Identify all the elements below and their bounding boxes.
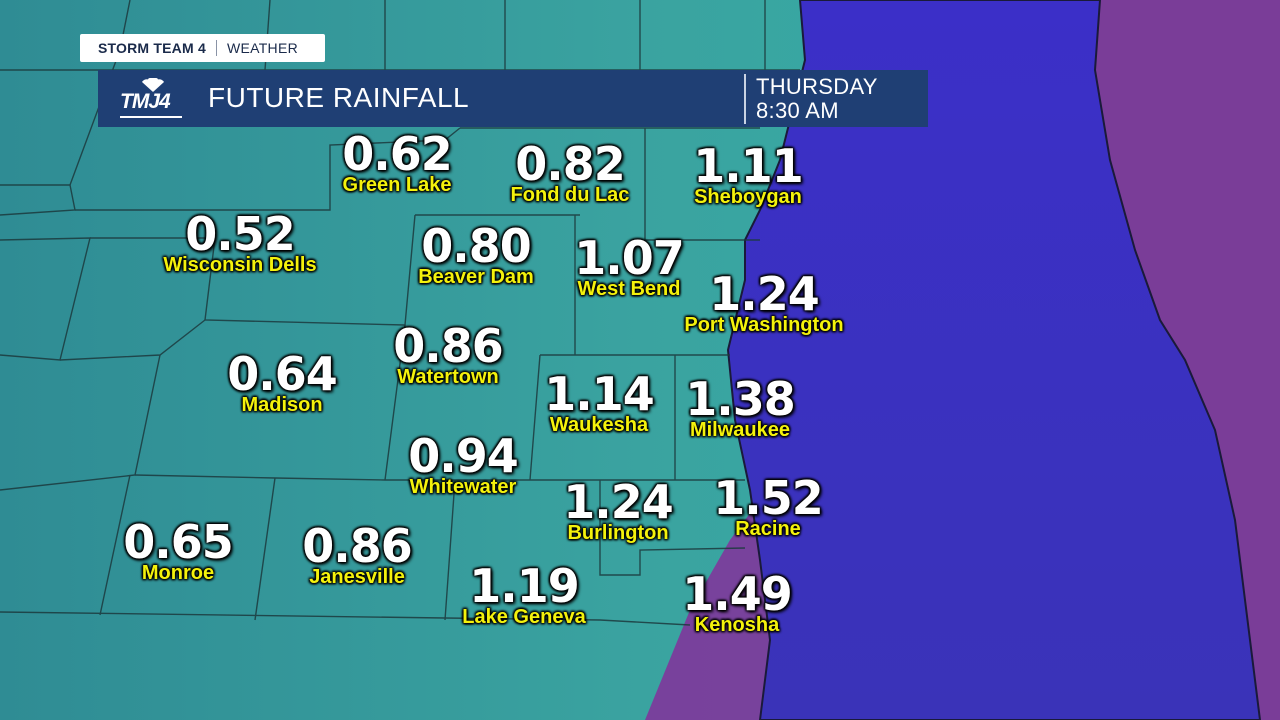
rainfall-value: 0.86 [302, 519, 412, 573]
city-marker: 1.14 Waukesha [544, 370, 654, 435]
city-marker: 1.24 Burlington [563, 478, 673, 543]
city-marker: 1.24 Port Washington [684, 270, 843, 335]
city-marker: 0.65 Monroe [123, 518, 233, 583]
city-name: Milwaukee [689, 419, 791, 441]
city-name: Kenosha [694, 614, 780, 636]
city-marker: 1.52 Racine [713, 474, 823, 539]
city-name: Watertown [397, 366, 499, 388]
city-marker: 0.62 Green Lake [342, 130, 452, 195]
rainfall-value: 1.24 [709, 267, 820, 321]
rainfall-value: 1.24 [563, 475, 673, 529]
rainfall-value: 0.82 [515, 137, 625, 191]
city-name: Janesville [309, 566, 405, 588]
city-marker: 1.19 Lake Geneva [462, 562, 585, 627]
city-marker: 0.52 Wisconsin Dells [163, 210, 316, 275]
city-marker: 1.07 West Bend [574, 234, 684, 299]
city-name: Green Lake [342, 174, 452, 196]
rainfall-value: 0.65 [123, 515, 233, 569]
rainfall-value: 0.80 [421, 219, 531, 273]
rainfall-value: 1.19 [469, 559, 580, 613]
page-title: FUTURE RAINFALL [208, 82, 470, 113]
city-marker: 0.82 Fond du Lac [511, 140, 630, 205]
tmj4-logo: TMJ4 [120, 78, 190, 122]
rainfall-value: 1.11 [693, 139, 803, 193]
city-marker: 0.64 Madison [227, 350, 337, 415]
city-name: Wisconsin Dells [163, 254, 317, 276]
rainfall-value: 0.94 [408, 429, 518, 483]
city-name: Beaver Dam [418, 266, 534, 288]
tag-separator [215, 40, 217, 56]
city-name: Fond du Lac [510, 184, 630, 206]
city-name: Madison [241, 394, 323, 416]
city-marker: 1.49 Kenosha [682, 570, 792, 635]
logo-underline [120, 116, 182, 118]
station-logo-text: TMJ4 [120, 90, 171, 113]
forecast-time: THURSDAY 8:30 AM [756, 75, 878, 123]
city-name: Lake Geneva [462, 606, 586, 628]
rain-shade-purple [645, 470, 790, 720]
rainfall-value: 1.38 [685, 372, 795, 426]
storm-team-label: STORM TEAM 4 [98, 40, 206, 56]
forecast-day: THURSDAY [756, 74, 878, 99]
storm-team-tag: STORM TEAM 4 WEATHER [80, 34, 325, 62]
city-name: Waukesha [549, 414, 649, 436]
lake-michigan [726, 0, 1262, 720]
city-marker: 0.80 Beaver Dam [418, 222, 534, 287]
rainfall-value: 0.62 [342, 127, 452, 181]
city-marker: 0.86 Watertown [393, 322, 503, 387]
city-name: West Bend [577, 278, 681, 300]
title-bar: TMJ4 FUTURE RAINFALL THURSDAY 8:30 AM [98, 70, 928, 127]
weather-label: WEATHER [226, 40, 298, 56]
forecast-hour: 8:30 AM [756, 98, 839, 123]
city-name: Racine [735, 518, 801, 540]
header-divider [744, 74, 746, 124]
city-name: Burlington [567, 522, 669, 544]
rainfall-value: 1.49 [682, 567, 792, 621]
city-name: Port Washington [684, 314, 844, 336]
city-marker: 1.38 Milwaukee [685, 375, 795, 440]
city-name: Whitewater [409, 476, 517, 498]
rainfall-value: 1.52 [713, 471, 823, 525]
far-shore [1095, 0, 1280, 720]
city-marker: 1.11 Sheboygan [693, 142, 803, 207]
city-marker: 0.94 Whitewater [408, 432, 518, 497]
city-name: Monroe [141, 562, 215, 584]
rainfall-value: 1.14 [544, 367, 654, 421]
rainfall-value: 0.52 [185, 207, 296, 261]
city-name: Sheboygan [694, 186, 802, 208]
peacock-icon [142, 78, 164, 92]
rainfall-value: 1.07 [574, 231, 684, 285]
rainfall-value: 0.64 [227, 347, 337, 401]
city-marker: 0.86 Janesville [302, 522, 412, 587]
rainfall-value: 0.86 [393, 319, 503, 373]
